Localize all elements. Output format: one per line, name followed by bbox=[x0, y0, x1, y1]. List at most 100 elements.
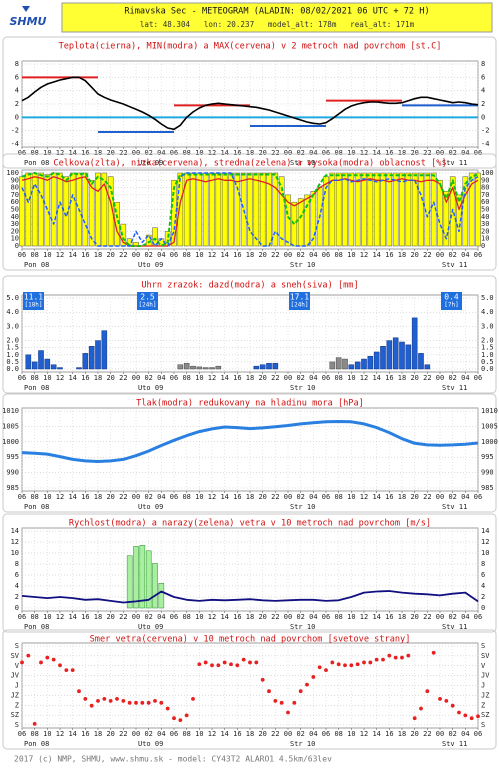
y-tick-label: 0 bbox=[15, 604, 19, 612]
x-tick-label: 00 bbox=[132, 730, 140, 738]
x-tick-label: 12 bbox=[208, 149, 216, 157]
bar bbox=[101, 330, 108, 370]
y-tick-label-right: 90 bbox=[481, 176, 489, 184]
x-tick-label: 06 bbox=[322, 251, 330, 259]
x-tick-label: 14 bbox=[68, 149, 76, 157]
x-tick-label: 18 bbox=[398, 374, 406, 382]
x-tick-label: 20 bbox=[106, 374, 114, 382]
x-tick-label: 08 bbox=[30, 374, 38, 382]
point bbox=[77, 689, 81, 694]
day-label: Uto 09 bbox=[138, 740, 163, 748]
x-tick-label: 00 bbox=[284, 374, 292, 382]
series-line bbox=[21, 172, 479, 247]
bar bbox=[202, 367, 209, 370]
point bbox=[469, 716, 474, 721]
x-tick-label: 20 bbox=[410, 251, 418, 259]
x-tick-label: 14 bbox=[68, 730, 76, 738]
bar bbox=[152, 563, 158, 609]
x-tick-label: 00 bbox=[284, 613, 292, 621]
x-tick-label: 02 bbox=[144, 613, 152, 621]
point bbox=[400, 655, 404, 660]
y-tick-label: 30 bbox=[11, 220, 19, 228]
x-tick-label: 08 bbox=[182, 730, 190, 738]
y-tick-label-right: S bbox=[481, 642, 485, 650]
x-tick-label: 10 bbox=[43, 149, 51, 157]
point bbox=[406, 653, 411, 658]
x-tick-label: 00 bbox=[436, 613, 444, 621]
bar bbox=[405, 172, 412, 247]
point bbox=[438, 696, 442, 701]
x-tick-label: 08 bbox=[182, 251, 190, 259]
bar bbox=[386, 340, 393, 370]
x-tick-label: 06 bbox=[474, 613, 482, 621]
x-tick-label: 10 bbox=[347, 730, 355, 738]
bar bbox=[373, 172, 380, 247]
x-tick-label: 20 bbox=[258, 251, 266, 259]
bar bbox=[386, 172, 393, 247]
bar bbox=[95, 172, 101, 247]
x-tick-label: 14 bbox=[68, 251, 76, 259]
x-tick-label: 22 bbox=[423, 251, 431, 259]
day-label: Str 10 bbox=[290, 623, 315, 631]
bar bbox=[44, 174, 51, 247]
y-tick-label: 1.5 bbox=[6, 344, 19, 352]
x-tick-label: 16 bbox=[81, 730, 89, 738]
x-tick-label: 14 bbox=[372, 149, 380, 157]
point bbox=[203, 660, 208, 665]
header-subtitle: lat: 48.304 lon: 20.237 model_alt: 178m … bbox=[140, 20, 415, 29]
point bbox=[260, 677, 265, 682]
bar bbox=[38, 172, 44, 247]
point bbox=[197, 662, 202, 667]
day-label: Stv 11 bbox=[442, 503, 467, 511]
point bbox=[70, 668, 75, 673]
x-tick-label: 02 bbox=[144, 730, 152, 738]
point bbox=[267, 689, 271, 694]
x-tick-label: 10 bbox=[195, 493, 203, 501]
y-tick-label-right: 60 bbox=[481, 198, 489, 206]
point bbox=[172, 716, 176, 721]
day-label: Str 10 bbox=[290, 503, 315, 511]
series-line bbox=[21, 176, 479, 247]
bar bbox=[367, 355, 374, 370]
x-tick-label: 06 bbox=[322, 374, 330, 382]
y-tick-label-right: 0.5 bbox=[481, 358, 494, 366]
day-label: Pon 08 bbox=[24, 384, 49, 392]
x-tick-label: 10 bbox=[43, 730, 51, 738]
y-tick-label-right: 1010 bbox=[481, 407, 498, 415]
x-tick-label: 10 bbox=[195, 613, 203, 621]
x-tick-label: 04 bbox=[461, 493, 469, 501]
x-tick-label: 06 bbox=[170, 730, 178, 738]
bar bbox=[209, 367, 215, 370]
x-tick-label: 04 bbox=[309, 730, 317, 738]
x-tick-label: 18 bbox=[398, 493, 406, 501]
x-tick-label: 08 bbox=[30, 251, 38, 259]
point bbox=[108, 698, 113, 703]
total-box bbox=[441, 292, 462, 310]
y-tick-label-right: 1.0 bbox=[481, 351, 494, 359]
x-tick-label: 12 bbox=[208, 251, 216, 259]
total-value: 0.4 bbox=[444, 293, 459, 302]
y-tick-label: 20 bbox=[11, 227, 19, 235]
x-tick-label: 22 bbox=[271, 251, 279, 259]
x-tick-label: 00 bbox=[132, 251, 140, 259]
bar bbox=[310, 191, 317, 247]
x-tick-label: 06 bbox=[18, 149, 26, 157]
x-tick-label: 16 bbox=[233, 613, 241, 621]
point bbox=[476, 714, 480, 719]
y-tick-label: 995 bbox=[6, 453, 19, 461]
x-tick-label: 02 bbox=[144, 374, 152, 382]
total-value: 17.1 bbox=[290, 293, 309, 302]
x-tick-label: 16 bbox=[81, 613, 89, 621]
point bbox=[222, 660, 227, 665]
bar bbox=[145, 550, 152, 609]
y-tick-label: 1.0 bbox=[6, 351, 19, 359]
point bbox=[45, 655, 50, 660]
x-tick-label: 10 bbox=[195, 251, 203, 259]
point bbox=[286, 710, 290, 715]
x-tick-label: 16 bbox=[233, 374, 241, 382]
bar bbox=[443, 191, 450, 247]
x-tick-label: 20 bbox=[410, 374, 418, 382]
x-tick-label: 04 bbox=[461, 730, 469, 738]
bar bbox=[411, 172, 418, 247]
point bbox=[419, 706, 423, 711]
